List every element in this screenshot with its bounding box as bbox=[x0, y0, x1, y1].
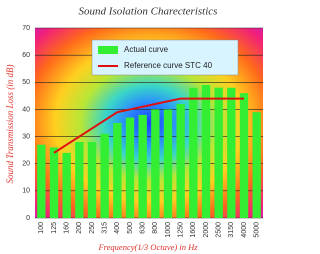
x-tick-label: 1000 bbox=[165, 222, 172, 238]
x-tick-label: 3150 bbox=[228, 222, 235, 238]
x-tick-label: 2000 bbox=[203, 222, 210, 238]
bar bbox=[189, 88, 197, 218]
x-axis-label: Frequency(1/3 Octave) in Hz bbox=[97, 242, 198, 252]
x-tick-label: 1600 bbox=[190, 222, 197, 238]
legend-label: Actual curve bbox=[124, 45, 169, 54]
bar bbox=[126, 118, 134, 218]
bar bbox=[176, 104, 184, 218]
bar bbox=[227, 88, 235, 218]
bar bbox=[138, 115, 146, 218]
bar bbox=[151, 109, 159, 218]
x-tick-label: 100 bbox=[38, 222, 45, 234]
x-tick-label: 4000 bbox=[241, 222, 248, 238]
x-tick-label: 125 bbox=[51, 222, 58, 234]
bar bbox=[214, 88, 222, 218]
bar bbox=[202, 85, 210, 218]
x-tick-label: 315 bbox=[102, 222, 109, 234]
y-tick-label: 60 bbox=[22, 52, 30, 59]
x-tick-label: 800 bbox=[152, 222, 159, 234]
chart-title: Sound Isolation Charecteristics bbox=[79, 6, 218, 18]
y-tick-label: 70 bbox=[22, 25, 30, 32]
x-tick-label: 5000 bbox=[254, 222, 261, 238]
y-tick-label: 20 bbox=[22, 161, 30, 168]
x-tick-label: 200 bbox=[76, 222, 83, 234]
x-tick-label: 160 bbox=[64, 222, 71, 234]
x-tick-label: 630 bbox=[140, 222, 147, 234]
y-tick-label: 30 bbox=[22, 133, 30, 140]
bar bbox=[88, 142, 96, 218]
bar bbox=[100, 134, 108, 218]
bar bbox=[164, 109, 172, 218]
y-tick-label: 40 bbox=[22, 106, 30, 113]
bar bbox=[113, 123, 121, 218]
bar bbox=[62, 153, 70, 218]
bar bbox=[252, 112, 260, 218]
bar bbox=[50, 147, 58, 218]
x-tick-label: 2500 bbox=[216, 222, 223, 238]
x-tick-label: 500 bbox=[127, 222, 134, 234]
y-tick-label: 50 bbox=[22, 79, 30, 86]
x-tick-label: 400 bbox=[114, 222, 121, 234]
y-axis-label: Sound Transmission Loss (in dB) bbox=[5, 64, 15, 183]
bar bbox=[75, 142, 83, 218]
bar bbox=[240, 93, 248, 218]
y-tick-label: 0 bbox=[26, 215, 30, 222]
y-tick-label: 10 bbox=[22, 188, 30, 195]
chart: Sound Isolation Charecteristics Sound Tr… bbox=[0, 0, 272, 254]
legend-swatch bbox=[98, 46, 118, 54]
legend-label: Reference curve STC 40 bbox=[124, 61, 213, 70]
x-tick-label: 250 bbox=[89, 222, 96, 234]
x-tick-label: 1250 bbox=[178, 222, 185, 238]
bar bbox=[37, 145, 45, 218]
